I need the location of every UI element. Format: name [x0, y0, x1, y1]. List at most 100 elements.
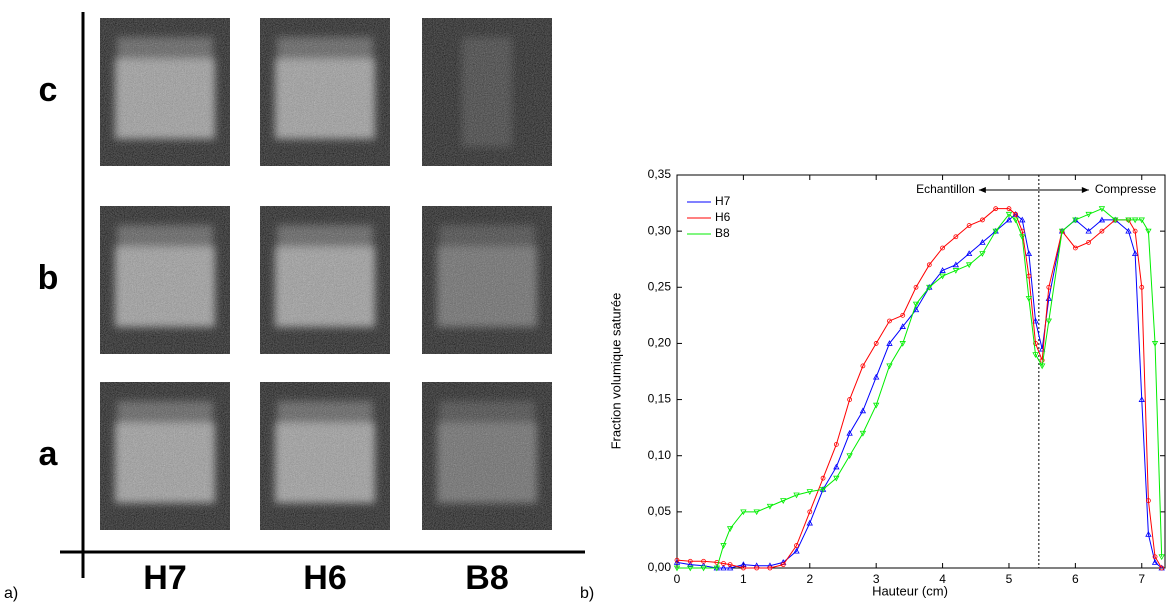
- marker: [952, 261, 960, 268]
- marker: [980, 217, 985, 223]
- x-tick-label: 0: [674, 572, 681, 586]
- mri-image: [422, 382, 552, 530]
- marker: [806, 519, 813, 526]
- marker: [1145, 530, 1152, 537]
- marker: [1019, 234, 1026, 241]
- marker: [953, 234, 959, 240]
- marker: [1152, 554, 1158, 560]
- y-axis-title: Fraction volumique saturée: [608, 293, 623, 450]
- series-line: [676, 208, 1163, 569]
- marker: [1151, 559, 1159, 565]
- mri-image: [100, 206, 230, 354]
- marker: [1025, 296, 1033, 302]
- marker: [820, 475, 826, 481]
- x-tick-label: 4: [939, 572, 946, 586]
- x-tick-label: 2: [806, 572, 813, 586]
- image-noise: [260, 206, 390, 354]
- x-tick-label: 7: [1138, 572, 1145, 586]
- marker: [1145, 228, 1152, 235]
- marker: [1085, 211, 1092, 218]
- marker: [1033, 341, 1038, 346]
- marker: [873, 341, 879, 346]
- x-tick-label: 6: [1072, 572, 1079, 586]
- series: H7: [673, 194, 1165, 571]
- annotation-arrowhead: [1081, 187, 1089, 193]
- marker: [701, 558, 706, 564]
- mri-image: [260, 382, 390, 530]
- marker: [1025, 250, 1033, 256]
- marker: [1138, 396, 1145, 402]
- column-label: H6: [303, 559, 346, 597]
- marker: [819, 487, 827, 493]
- marker: [720, 564, 727, 571]
- marker: [1005, 216, 1013, 223]
- x-tick-label: 3: [873, 572, 880, 586]
- marker: [886, 363, 893, 370]
- panel-label: b): [580, 585, 594, 602]
- mri-image: [260, 18, 390, 166]
- marker: [899, 341, 906, 347]
- marker: [1139, 284, 1145, 290]
- y-tick-label: 0,30: [648, 223, 672, 237]
- marker: [1151, 341, 1159, 347]
- marker: [1158, 554, 1165, 561]
- marker: [1125, 227, 1132, 234]
- marker: [833, 475, 840, 482]
- y-tick-label: 0,25: [648, 279, 672, 293]
- marker: [727, 562, 733, 568]
- marker: [1006, 206, 1012, 212]
- marker: [833, 463, 840, 470]
- marker: [887, 318, 892, 324]
- marker: [1098, 216, 1106, 223]
- marker: [807, 509, 813, 515]
- marker: [720, 543, 727, 549]
- marker: [754, 565, 760, 571]
- marker: [873, 402, 880, 409]
- marker: [900, 312, 906, 318]
- marker: [1005, 211, 1013, 218]
- marker: [700, 565, 707, 572]
- marker: [1046, 284, 1052, 290]
- row-label: b: [38, 259, 59, 297]
- marker: [740, 565, 746, 571]
- marker: [1086, 239, 1092, 245]
- marker: [740, 509, 747, 516]
- panel-label: a): [4, 585, 18, 602]
- marker: [846, 453, 853, 460]
- marker: [726, 526, 734, 533]
- marker: [780, 562, 786, 568]
- marker: [979, 239, 986, 245]
- marker: [687, 561, 694, 568]
- marker: [912, 301, 920, 308]
- image-panel: a) c b a H7 H6 B8: [4, 12, 585, 602]
- annotation: Echantillon: [916, 182, 975, 196]
- legend-label: H6: [715, 210, 731, 224]
- marker: [1058, 228, 1066, 235]
- y-tick-label: 0,05: [648, 504, 672, 518]
- series: B8: [673, 206, 1165, 572]
- marker: [1039, 357, 1045, 363]
- marker: [939, 267, 946, 273]
- marker: [965, 262, 973, 269]
- legend-label: B8: [715, 226, 730, 240]
- mri-image: [100, 18, 230, 166]
- y-tick-label: 0,20: [648, 336, 672, 350]
- marker: [939, 273, 946, 280]
- y-tick-label: 0,35: [648, 167, 672, 181]
- marker: [860, 363, 866, 369]
- mri-image: [422, 18, 552, 166]
- marker: [1131, 217, 1139, 224]
- column-label: B8: [465, 559, 508, 597]
- series-line: [677, 208, 1163, 569]
- marker: [1099, 228, 1105, 234]
- marker: [846, 429, 853, 436]
- marker: [767, 565, 773, 571]
- marker: [993, 206, 999, 212]
- y-tick-label: 0,15: [648, 392, 672, 406]
- marker: [753, 509, 760, 516]
- marker: [886, 340, 893, 346]
- mri-image: [422, 206, 552, 354]
- mri-image: [260, 206, 390, 354]
